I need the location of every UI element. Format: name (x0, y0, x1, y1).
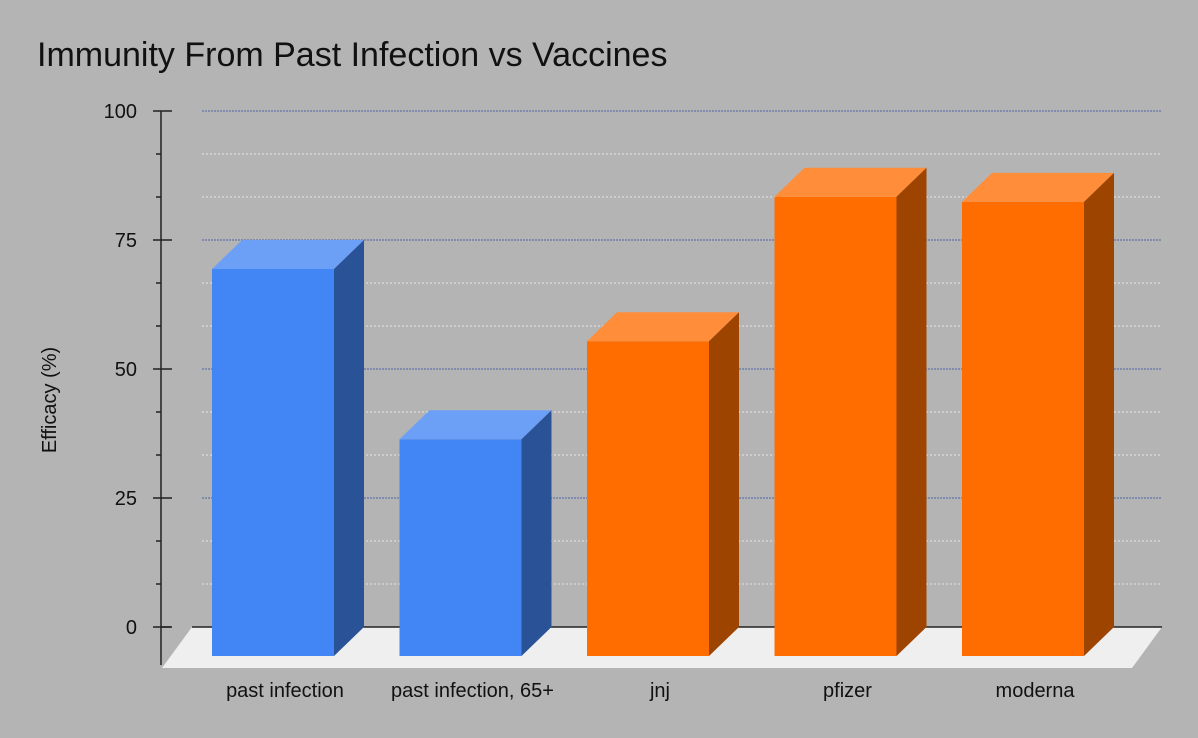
y-tick-label: 0 (126, 617, 137, 639)
x-category-label: past infection, 65+ (391, 680, 554, 702)
x-category-label: pfizer (823, 680, 872, 702)
bar (774, 167, 927, 656)
y-tick-label: 75 (115, 230, 137, 252)
bar-front (399, 439, 522, 656)
bar-side (1084, 172, 1114, 657)
bar-top (962, 172, 1114, 202)
bar-top (774, 167, 927, 197)
bars (212, 167, 1114, 657)
bar-front (587, 341, 709, 656)
bar-front (962, 201, 1084, 657)
bar (587, 312, 739, 656)
bar-front (212, 269, 334, 656)
bar-side (334, 240, 364, 656)
bar (399, 410, 552, 656)
bar-top (587, 312, 739, 342)
y-tick-label: 100 (104, 101, 137, 123)
bar-front (774, 196, 897, 656)
y-tick-label: 25 (115, 488, 137, 510)
bar-top (212, 240, 364, 269)
y-tick-label: 50 (115, 359, 137, 381)
bar-top (399, 410, 552, 440)
y-axis-label: Efficacy (%) (39, 347, 61, 453)
bar (962, 172, 1114, 657)
x-category-label: jnj (649, 680, 670, 702)
x-category-label: moderna (996, 680, 1076, 702)
chart-title: Immunity From Past Infection vs Vaccines (37, 36, 667, 74)
y-axis: 0 25 50 75 100 (104, 101, 172, 665)
bar-side (709, 312, 739, 656)
x-axis-labels: past infection past infection, 65+ jnj pfiz… (226, 680, 1075, 702)
bar (212, 240, 364, 656)
x-category-label: past infection (226, 680, 344, 702)
bar-side (521, 410, 552, 656)
bar-side (896, 167, 927, 656)
